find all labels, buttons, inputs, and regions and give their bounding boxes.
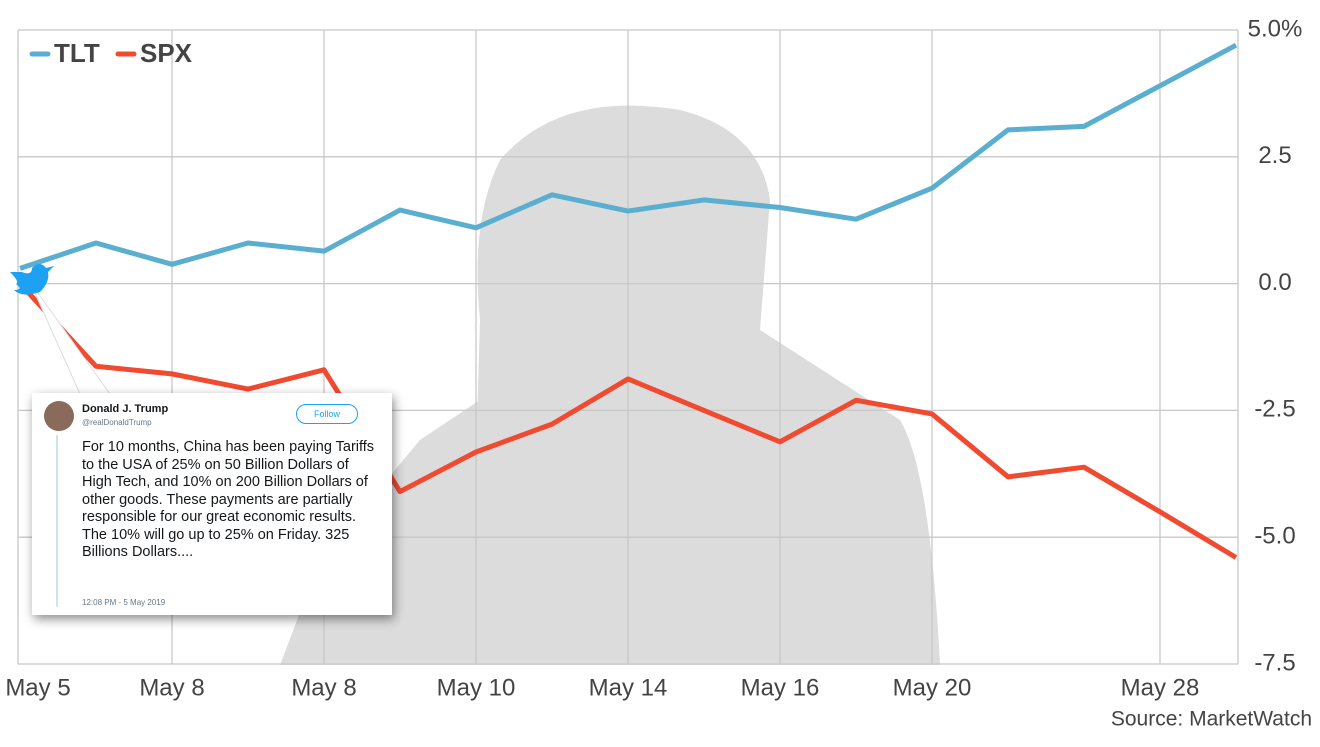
tweet-card: Donald J. Trump @realDonaldTrump Follow … xyxy=(32,393,392,615)
x-tick-label: May 10 xyxy=(437,674,516,701)
y-tick-label: -5.0 xyxy=(1254,523,1295,550)
x-tick-label: May 8 xyxy=(291,674,356,701)
x-tick-label: May 8 xyxy=(139,674,204,701)
source: Source: MarketWatch xyxy=(1111,708,1312,731)
avatar xyxy=(44,401,74,431)
bird-icon xyxy=(10,264,54,295)
y-tick-label: 0.0 xyxy=(1258,269,1291,296)
x-tick-label: May 20 xyxy=(893,674,972,701)
thread-bar xyxy=(56,435,58,607)
y-tick-label: 5.0% xyxy=(1248,15,1303,42)
follow-button[interactable]: Follow xyxy=(296,404,358,424)
x-tick-label: May 16 xyxy=(741,674,820,701)
y-tick-label: -2.5 xyxy=(1254,396,1295,423)
tweet-text: For 10 months, China has been paying Tar… xyxy=(82,439,375,560)
series-line xyxy=(19,43,1238,271)
y-tick-label: -7.5 xyxy=(1254,649,1295,676)
x-tick-label: May 5 xyxy=(5,674,70,701)
tweet-pointer xyxy=(29,281,111,395)
y-tick-label: 2.5 xyxy=(1258,142,1291,169)
tweet-name: Donald J. Trump xyxy=(82,403,169,415)
series-line xyxy=(18,281,1238,560)
tweet-time: 12:08 PM - 5 May 2019 xyxy=(82,598,166,607)
legend-label: SPX xyxy=(140,38,193,68)
legend-label: TLT xyxy=(54,38,100,68)
photo-silhouette xyxy=(280,105,940,666)
x-tick-label: May 28 xyxy=(1121,674,1200,701)
tweet-handle: @realDonaldTrump xyxy=(82,418,152,427)
x-tick-label: May 14 xyxy=(589,674,668,701)
